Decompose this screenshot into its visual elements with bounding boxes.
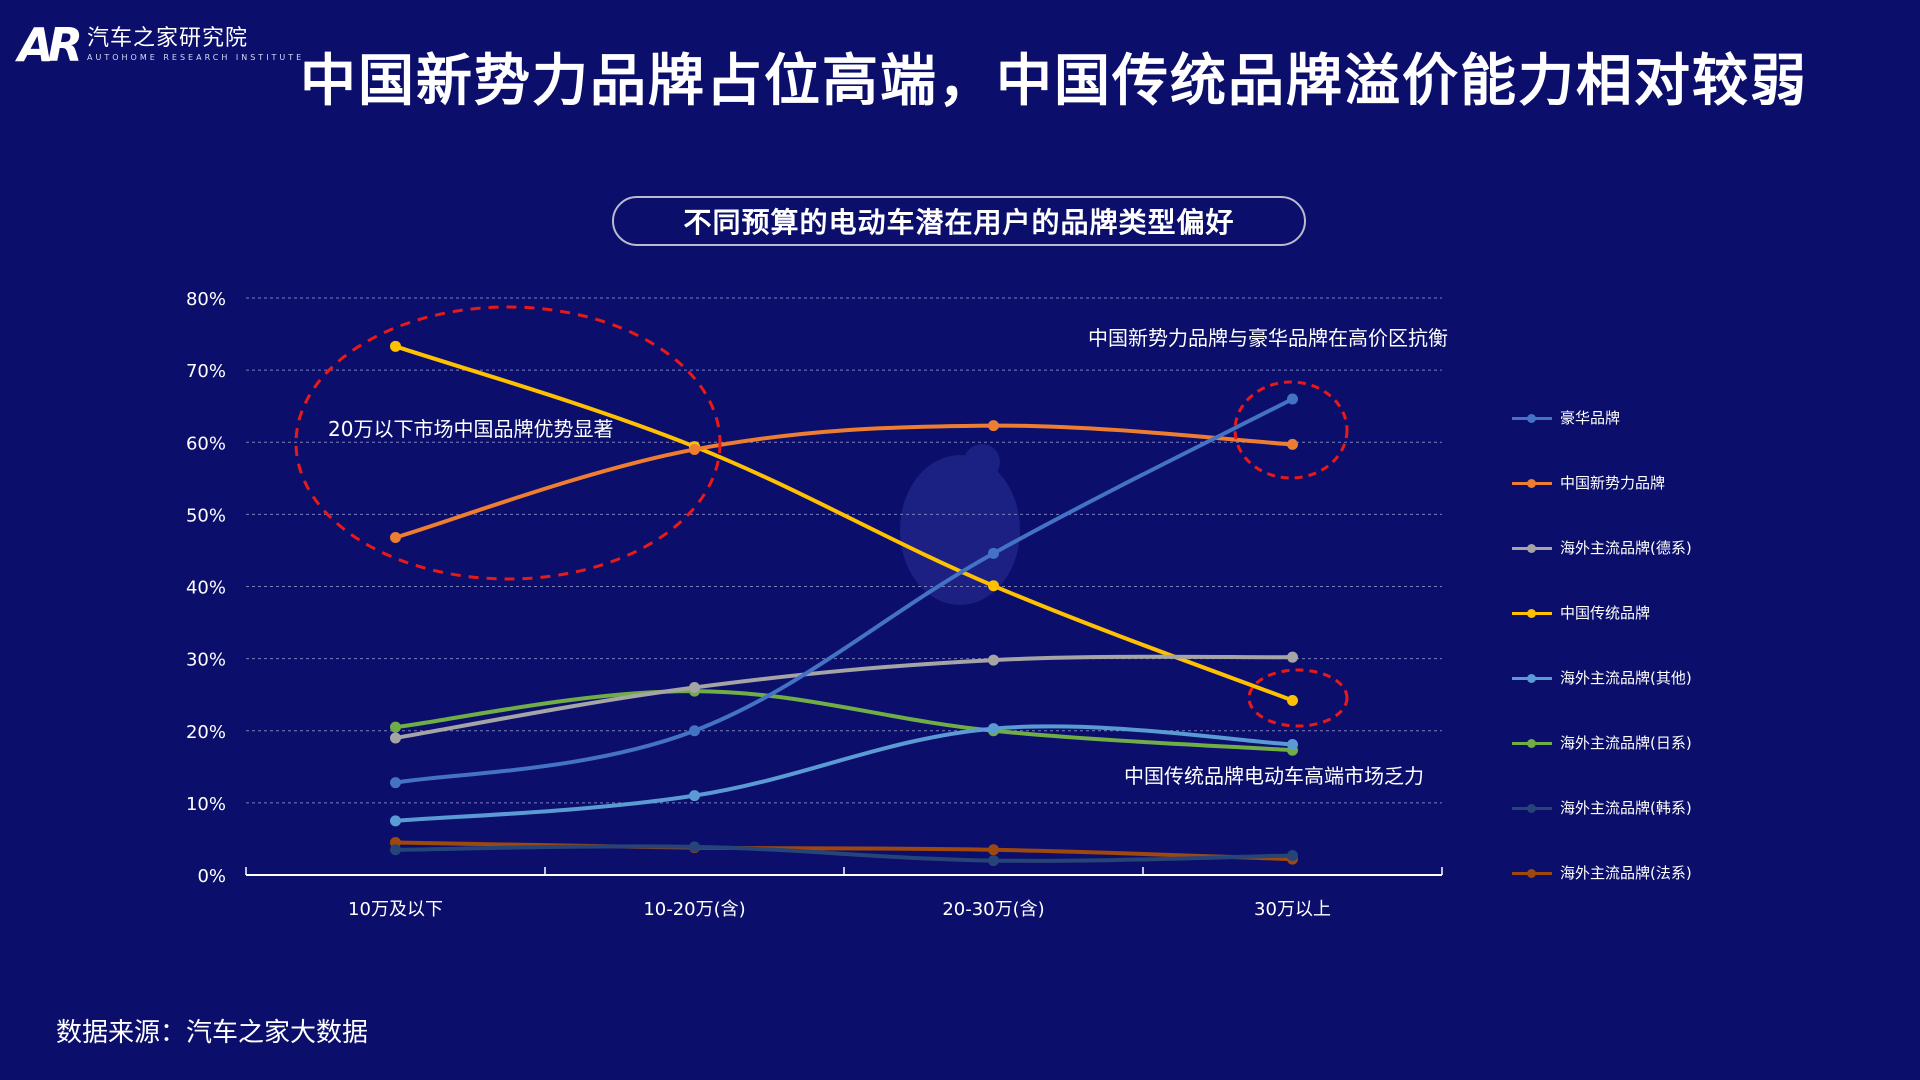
legend-item: 海外主流品牌(法系) [1512, 840, 1692, 905]
legend-label: 中国新势力品牌 [1560, 474, 1666, 492]
background-figure [900, 444, 1020, 605]
series-point [988, 547, 999, 559]
series-point [689, 725, 700, 737]
series-point [689, 841, 700, 853]
highlight-ellipse-bottom-right [1247, 668, 1349, 728]
logo-text: 汽车之家研究院 AUTOHOME RESEARCH INSTITUTE [87, 26, 304, 64]
series-point [390, 732, 401, 744]
legend-swatch-dot [1527, 413, 1536, 423]
legend-swatch-dot [1527, 543, 1536, 553]
chart-subtitle: 不同预算的电动车潜在用户的品牌类型偏好 [612, 196, 1306, 246]
series-point [1287, 738, 1298, 750]
series-line [393, 423, 1295, 540]
series-point [390, 777, 401, 789]
legend-swatch [1512, 868, 1552, 878]
series-point [390, 340, 401, 352]
legend-swatch [1512, 478, 1552, 488]
series-point [390, 721, 401, 733]
series-line [393, 654, 1295, 740]
legend-swatch [1512, 608, 1552, 618]
logo-name-cn: 汽车之家研究院 [87, 26, 249, 51]
series-point [988, 654, 999, 666]
series-point [390, 531, 401, 543]
x-tick-label: 20-30万(含) [942, 899, 1044, 920]
legend-label: 海外主流品牌(德系) [1560, 539, 1692, 557]
highlight-ellipse-top-right [1233, 380, 1349, 480]
logo-mark: AR [18, 18, 83, 72]
legend-swatch-dot [1527, 608, 1536, 618]
y-tick-label: 20% [186, 722, 226, 743]
x-tick-label: 10-20万(含) [643, 899, 745, 920]
chart-subtitle-text: 不同预算的电动车潜在用户的品牌类型偏好 [683, 206, 1235, 239]
legend-swatch [1512, 673, 1552, 683]
series-point [689, 443, 700, 455]
series-point [1287, 438, 1298, 450]
legend-swatch [1512, 543, 1552, 553]
series-point [1287, 694, 1298, 706]
legend-label: 海外主流品牌(法系) [1560, 864, 1692, 882]
annotation-bottom-right: 中国传统品牌电动车高端市场乏力 [1124, 764, 1424, 788]
legend-label: 海外主流品牌(日系) [1560, 734, 1692, 752]
legend-label: 中国传统品牌 [1560, 604, 1651, 622]
legend-item: 豪华品牌 [1512, 385, 1692, 450]
x-tick-label: 10万及以下 [348, 899, 443, 920]
legend-swatch [1512, 413, 1552, 423]
series-point [1287, 393, 1298, 405]
annotation-left: 20万以下市场中国品牌优势显著 [328, 417, 614, 441]
legend-swatch-dot [1527, 738, 1536, 748]
legend-item: 海外主流品牌(其他) [1512, 645, 1692, 710]
highlight-ellipse-left [294, 305, 722, 581]
series-line [393, 396, 1295, 785]
legend-swatch-dot [1527, 868, 1536, 878]
series-point [1287, 651, 1298, 663]
logo: AR 汽车之家研究院 AUTOHOME RESEARCH INSTITUTE [18, 22, 304, 68]
legend-label: 豪华品牌 [1560, 409, 1621, 427]
legend-item: 海外主流品牌(日系) [1512, 710, 1692, 775]
series-line [393, 844, 1295, 863]
y-tick-label: 10% [186, 794, 226, 815]
series-line [393, 840, 1295, 862]
series-line [393, 344, 1295, 703]
chart-legend: 豪华品牌中国新势力品牌海外主流品牌(德系) 中国传统品牌海外主流品牌(其他) 海外主… [1512, 385, 1692, 905]
series-line [393, 724, 1295, 823]
y-tick-label: 50% [186, 505, 226, 526]
legend-swatch-dot [1527, 803, 1536, 813]
legend-item: 中国传统品牌 [1512, 580, 1692, 645]
page-title: 中国新势力品牌占位高端，中国传统品牌溢价能力相对较弱 [300, 49, 1808, 114]
data-source: 数据来源：汽车之家大数据 [56, 1018, 369, 1048]
legend-item: 海外主流品牌(德系) [1512, 515, 1692, 580]
x-tick-label: 30万以上 [1254, 899, 1331, 920]
legend-item: 海外主流品牌(韩系) [1512, 775, 1692, 840]
annotation-top-right: 中国新势力品牌与豪华品牌在高价区抗衡 [1088, 326, 1448, 350]
series-line [393, 689, 1295, 753]
series-point [390, 844, 401, 856]
y-tick-label: 0% [197, 866, 226, 887]
legend-swatch [1512, 738, 1552, 748]
series-point [689, 790, 700, 802]
series-point [988, 580, 999, 592]
series-point [988, 723, 999, 735]
series-point [390, 815, 401, 827]
y-tick-label: 70% [186, 361, 226, 382]
y-tick-label: 60% [186, 433, 226, 454]
legend-label: 海外主流品牌(其他) [1560, 669, 1692, 687]
legend-label: 海外主流品牌(韩系) [1560, 799, 1692, 817]
y-tick-label: 80% [186, 289, 226, 310]
series-point [988, 844, 999, 856]
legend-swatch-dot [1527, 673, 1536, 683]
background-figure-head [964, 444, 1000, 480]
series-point [988, 855, 999, 867]
y-tick-label: 40% [186, 578, 226, 599]
legend-swatch-dot [1527, 478, 1536, 488]
series-point [689, 681, 700, 693]
logo-name-en: AUTOHOME RESEARCH INSTITUTE [87, 53, 305, 62]
background-figure-body [900, 455, 1020, 605]
y-tick-label: 30% [186, 650, 226, 671]
legend-item: 中国新势力品牌 [1512, 450, 1692, 515]
series-point [1287, 850, 1298, 862]
legend-swatch [1512, 803, 1552, 813]
series-point [988, 420, 999, 432]
